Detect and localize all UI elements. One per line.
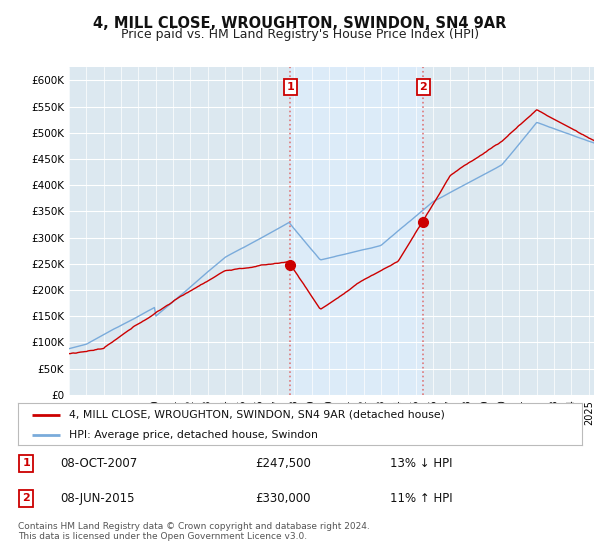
Text: 11% ↑ HPI: 11% ↑ HPI bbox=[390, 492, 453, 505]
Text: 2: 2 bbox=[23, 493, 31, 503]
Text: 4, MILL CLOSE, WROUGHTON, SWINDON, SN4 9AR: 4, MILL CLOSE, WROUGHTON, SWINDON, SN4 9… bbox=[94, 16, 506, 31]
Text: 13% ↓ HPI: 13% ↓ HPI bbox=[390, 457, 453, 470]
Text: Contains HM Land Registry data © Crown copyright and database right 2024.
This d: Contains HM Land Registry data © Crown c… bbox=[18, 522, 370, 542]
Text: 1: 1 bbox=[23, 459, 31, 468]
Text: 1: 1 bbox=[286, 82, 294, 92]
Bar bbox=[290, 67, 423, 395]
Text: 2: 2 bbox=[419, 82, 427, 92]
Text: £247,500: £247,500 bbox=[255, 457, 311, 470]
Text: Price paid vs. HM Land Registry's House Price Index (HPI): Price paid vs. HM Land Registry's House … bbox=[121, 28, 479, 41]
Text: 08-OCT-2007: 08-OCT-2007 bbox=[60, 457, 137, 470]
Text: 4, MILL CLOSE, WROUGHTON, SWINDON, SN4 9AR (detached house): 4, MILL CLOSE, WROUGHTON, SWINDON, SN4 9… bbox=[69, 410, 445, 420]
Text: HPI: Average price, detached house, Swindon: HPI: Average price, detached house, Swin… bbox=[69, 430, 317, 440]
Text: 08-JUN-2015: 08-JUN-2015 bbox=[60, 492, 135, 505]
Text: £330,000: £330,000 bbox=[255, 492, 310, 505]
